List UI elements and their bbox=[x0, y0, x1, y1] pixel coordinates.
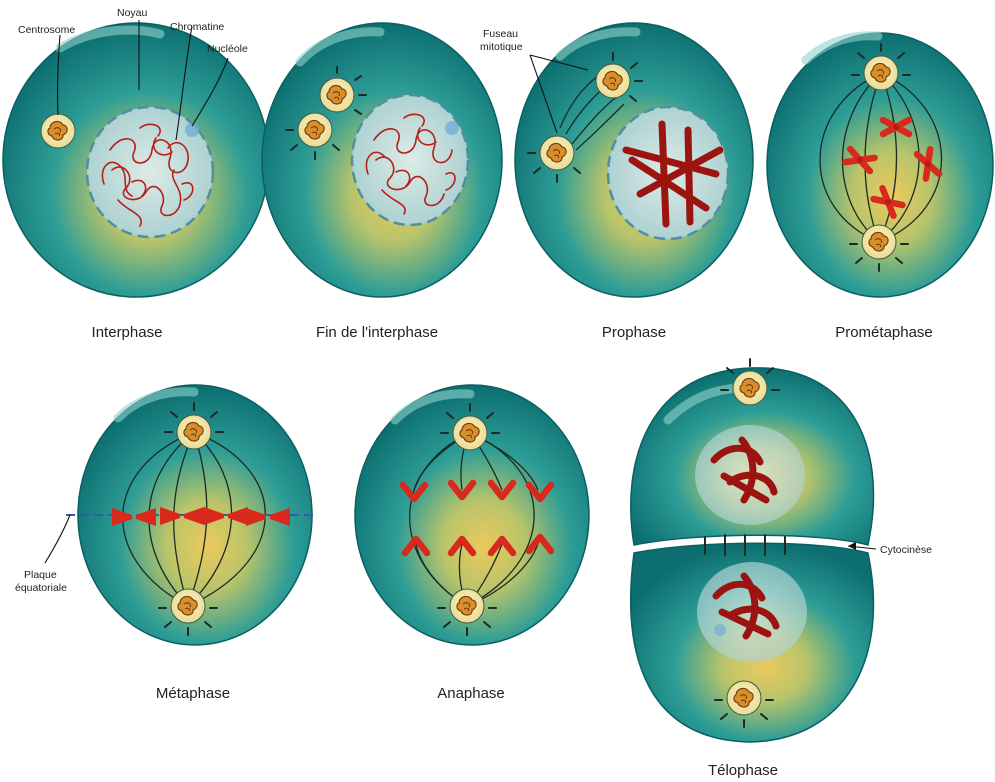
cell-late-interphase bbox=[261, 22, 503, 298]
label-prophase: Prophase bbox=[602, 324, 666, 341]
centrosome-icon bbox=[863, 55, 899, 91]
cell-telophase bbox=[630, 358, 875, 743]
label-late-interphase: Fin de l'interphase bbox=[316, 324, 438, 341]
cell-interphase bbox=[2, 22, 270, 298]
callout-plate-line1: Plaque bbox=[24, 569, 57, 581]
centrosome-icon bbox=[449, 588, 485, 624]
cell-prophase bbox=[514, 22, 754, 298]
centrosome-icon bbox=[176, 414, 212, 450]
label-metaphase: Métaphase bbox=[156, 685, 230, 702]
centrosome-icon bbox=[297, 112, 333, 148]
callout-cytokinesis: Cytocinèse bbox=[880, 544, 932, 556]
centrosome-icon bbox=[170, 588, 206, 624]
cell-anaphase bbox=[354, 384, 590, 646]
centrosome-icon bbox=[726, 680, 762, 716]
centrosome-icon bbox=[861, 224, 897, 260]
stage-labels: Interphase Fin de l'interphase Prophase … bbox=[92, 324, 933, 779]
callout-spindle-line2: mitotique bbox=[480, 41, 523, 53]
cell-metaphase bbox=[66, 384, 318, 646]
label-anaphase: Anaphase bbox=[437, 685, 505, 702]
centrosome-icon bbox=[319, 77, 355, 113]
callout-nucleolus: Nucléole bbox=[207, 43, 248, 55]
label-prometaphase: Prométaphase bbox=[835, 324, 933, 341]
nucleus bbox=[350, 93, 470, 227]
callout-leaders bbox=[44, 20, 877, 564]
centrosome-icon bbox=[452, 415, 488, 451]
nucleus bbox=[606, 105, 730, 241]
callout-plate-line2: équatoriale bbox=[15, 582, 67, 594]
nucleolus bbox=[185, 123, 199, 137]
callout-chromatin: Chromatine bbox=[170, 21, 224, 33]
centrosome-icon bbox=[732, 370, 768, 406]
label-interphase: Interphase bbox=[92, 324, 163, 341]
centrosome-icon bbox=[40, 113, 76, 149]
callout-centrosome: Centrosome bbox=[18, 24, 75, 36]
callout-spindle-line1: Fuseau bbox=[483, 28, 518, 40]
centrosome-icon bbox=[539, 135, 575, 171]
nucleus bbox=[85, 105, 215, 239]
cell-prometaphase bbox=[766, 31, 994, 298]
centrosome-icon bbox=[595, 63, 631, 99]
callout-nucleus: Noyau bbox=[117, 7, 148, 19]
callout-labels: Centrosome Noyau Chromatine Nucléole Fus… bbox=[15, 7, 932, 594]
label-telophase: Télophase bbox=[708, 762, 778, 779]
spindle-fibers bbox=[819, 72, 942, 243]
